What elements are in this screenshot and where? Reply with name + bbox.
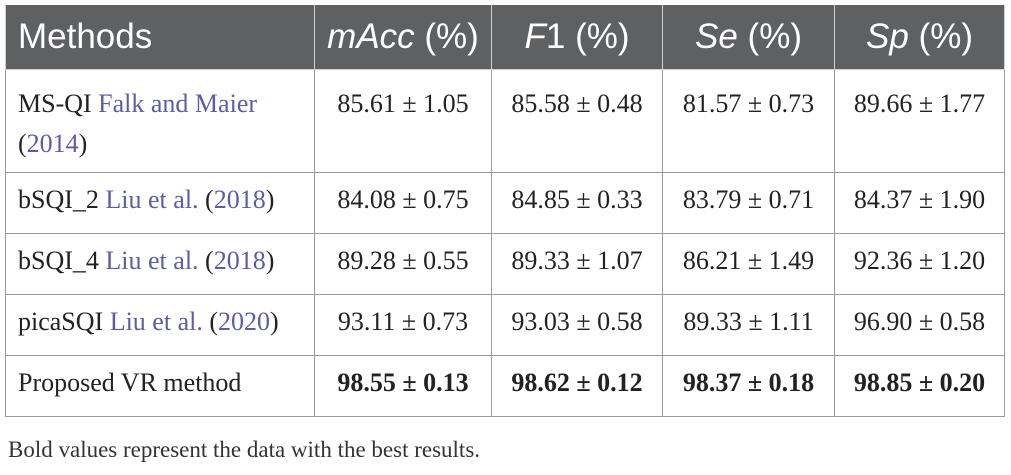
se-cell: 86.21 ± 1.49 <box>662 233 835 295</box>
se-cell: 89.33 ± 1.11 <box>662 294 835 356</box>
citation-year-link[interactable]: 2014 <box>26 129 79 158</box>
sp-cell: 96.90 ± 0.58 <box>834 294 1005 356</box>
table-row: bSQI_2 Liu et al. (2018) 84.08 ± 0.75 84… <box>5 172 1005 234</box>
se-cell: 83.79 ± 0.71 <box>662 172 835 234</box>
macc-cell: 89.28 ± 0.55 <box>314 233 492 295</box>
table-row: Proposed VR method 98.55 ± 0.13 98.62 ± … <box>5 355 1005 417</box>
method-cell: bSQI_2 Liu et al. (2018) <box>5 172 315 234</box>
method-name: picaSQI <box>18 307 110 336</box>
header-f1: F1 (%) <box>491 5 663 70</box>
citation-paren-close: ) <box>78 129 88 158</box>
citation-link[interactable]: Liu et al. <box>105 246 199 275</box>
method-cell: MS-QI Falk and Maier (2014) <box>5 69 315 173</box>
f1-cell: 85.58 ± 0.48 <box>491 69 663 173</box>
method-cell: Proposed VR method <box>5 355 315 417</box>
sp-cell: 89.66 ± 1.77 <box>834 69 1005 173</box>
table-row: bSQI_4 Liu et al. (2018) 89.28 ± 0.55 89… <box>5 233 1005 295</box>
method-name: MS-QI <box>18 89 99 118</box>
citation-link[interactable]: Liu et al. <box>109 307 203 336</box>
sp-cell-best: 98.85 ± 0.20 <box>834 355 1005 417</box>
header-f1-name: F <box>524 17 546 56</box>
citation-paren-open: ( <box>198 246 214 275</box>
table-footnote: Bold values represent the data with the … <box>8 437 481 462</box>
citation-paren-open: ( <box>202 307 219 336</box>
sp-cell: 84.37 ± 1.90 <box>834 172 1005 234</box>
citation-paren-close: ) <box>270 307 279 336</box>
header-se-unit: (%) <box>737 17 802 56</box>
macc-cell: 84.08 ± 0.75 <box>314 172 492 234</box>
citation-paren-open: ( <box>198 185 214 214</box>
f1-cell: 84.85 ± 0.33 <box>491 172 663 234</box>
f1-cell-best: 98.62 ± 0.12 <box>491 355 663 417</box>
se-cell-best: 98.37 ± 0.18 <box>662 355 835 417</box>
header-se-name: Se <box>695 17 738 56</box>
macc-cell: 93.11 ± 0.73 <box>314 294 492 356</box>
header-f1-unit: 1 (%) <box>545 17 630 56</box>
header-sp-unit: (%) <box>908 17 973 56</box>
method-cell: picaSQI Liu et al. (2020) <box>5 294 315 356</box>
f1-cell: 89.33 ± 1.07 <box>491 233 663 295</box>
header-sp: Sp (%) <box>834 5 1005 70</box>
method-cell: bSQI_4 Liu et al. (2018) <box>5 233 315 295</box>
method-name: bSQI_4 <box>18 246 106 275</box>
method-name: bSQI_2 <box>18 185 106 214</box>
citation-link[interactable]: Falk and Maier <box>98 89 258 118</box>
citation-paren-close: ) <box>265 246 275 275</box>
header-sp-name: Sp <box>866 17 909 56</box>
citation-paren-open: ( <box>18 129 27 158</box>
header-row: Methods mAcc (%) F1 (%) Se (%) Sp (%) <box>5 5 1005 70</box>
header-macc: mAcc (%) <box>314 5 492 70</box>
sp-cell: 92.36 ± 1.20 <box>834 233 1005 295</box>
citation-link[interactable]: Liu et al. <box>105 185 199 214</box>
macc-cell: 85.61 ± 1.05 <box>314 69 492 173</box>
citation-paren-close: ) <box>265 185 275 214</box>
header-methods: Methods <box>5 5 315 70</box>
se-cell: 81.57 ± 0.73 <box>662 69 835 173</box>
results-table: Methods mAcc (%) F1 (%) Se (%) Sp (%) MS… <box>5 5 1005 417</box>
header-macc-unit: (%) <box>414 17 479 56</box>
macc-cell-best: 98.55 ± 0.13 <box>314 355 492 417</box>
header-se: Se (%) <box>662 5 835 70</box>
citation-year-link[interactable]: 2018 <box>213 246 266 275</box>
citation-year-link[interactable]: 2018 <box>213 185 266 214</box>
table-row: picaSQI Liu et al. (2020) 93.11 ± 0.73 9… <box>5 294 1005 356</box>
header-macc-name: mAcc <box>327 17 415 56</box>
citation-year-link[interactable]: 2020 <box>218 307 271 336</box>
table-row: MS-QI Falk and Maier (2014) 85.61 ± 1.05 … <box>5 69 1005 173</box>
f1-cell: 93.03 ± 0.58 <box>491 294 663 356</box>
